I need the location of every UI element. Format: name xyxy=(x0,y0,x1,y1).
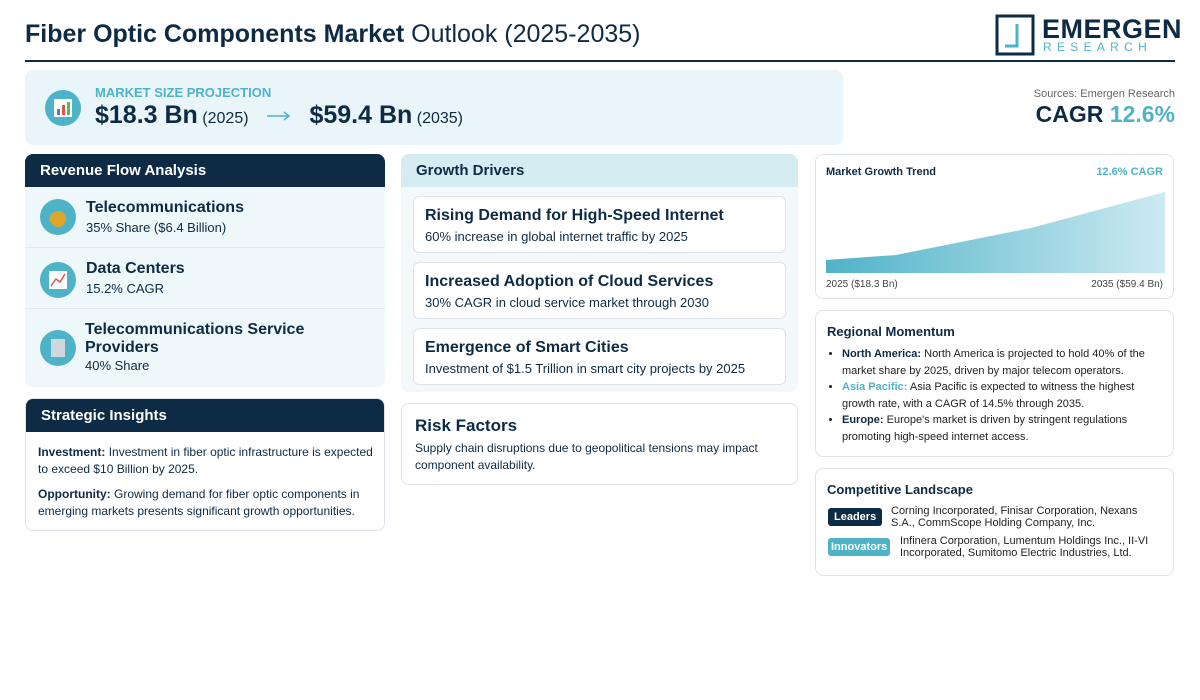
driver-title: Rising Demand for High-Speed Internet xyxy=(425,207,724,224)
insight: Investment: Investment in fiber optic in… xyxy=(38,444,373,478)
trend-start: 2025 ($18.3 Bn) xyxy=(826,279,898,290)
strategic-title: Strategic Insights xyxy=(26,399,384,432)
region-text: North America is projected to hold 40% o… xyxy=(842,348,1145,377)
risk-title: Risk Factors xyxy=(415,416,518,435)
strategic-insights: Strategic Insights Investment: Investmen… xyxy=(25,398,385,531)
revenue-flow: Revenue Flow Analysis Telecommunications… xyxy=(25,154,385,387)
insight-text: Investment in fiber optic infrastructure… xyxy=(38,445,373,476)
risk-text: Supply chain disruptions due to geopolit… xyxy=(415,441,758,472)
icon xyxy=(40,262,76,298)
group-companies: Infinera Corporation, Lumentum Holdings … xyxy=(900,535,1149,559)
regional-momentum: Regional Momentum North America: North A… xyxy=(815,310,1174,457)
growth-trend: Market Growth Trend 12.6% CAGR 2025 ($18… xyxy=(815,154,1174,299)
competitive-landscape: Competitive Landscape Leaders Corning In… xyxy=(815,468,1174,576)
end-value: $59.4 Bn xyxy=(309,101,413,129)
icon xyxy=(40,330,76,366)
projection-values: $18.3 Bn (2025) $59.4 Bn (2035) xyxy=(95,101,463,130)
revenue-flow-title: Revenue Flow Analysis xyxy=(25,154,385,187)
region-text: Europe's market is driven by stringent r… xyxy=(842,414,1128,443)
driver-detail: 60% increase in global internet traffic … xyxy=(425,229,688,244)
group-label: Innovators xyxy=(828,538,891,556)
driver-title: Increased Adoption of Cloud Services xyxy=(425,273,714,290)
regional-title: Regional Momentum xyxy=(827,324,955,339)
title-rest: Outlook (2025-2035) xyxy=(411,20,641,48)
competitive-title: Competitive Landscape xyxy=(827,482,973,497)
region-name: Europe: xyxy=(842,414,884,426)
insight-label: Opportunity: xyxy=(38,487,111,501)
region-item: Asia Pacific: Asia Pacific is expected t… xyxy=(842,379,1156,412)
header-rule xyxy=(25,60,1175,62)
cagr-value: 12.6% xyxy=(1109,101,1175,127)
revenue-item: Data Centers 15.2% CAGR xyxy=(25,248,385,309)
icon xyxy=(40,199,76,235)
revenue-item: Telecommunications Service Providers 40%… xyxy=(25,309,385,387)
projection-box: MARKET SIZE PROJECTION $18.3 Bn (2025) $… xyxy=(25,70,843,145)
projection-icon xyxy=(45,90,81,126)
region-name: North America: xyxy=(842,348,922,360)
driver-title: Emergence of Smart Cities xyxy=(425,339,629,356)
title-bold: Fiber Optic Components Market xyxy=(25,20,405,48)
driver: Emergence of Smart Cities Investment of $… xyxy=(413,328,786,385)
region-item: Europe: Europe's market is driven by str… xyxy=(842,412,1156,445)
logo-sub: RESEARCH xyxy=(1043,40,1153,54)
insight-text: Growing demand for fiber optic component… xyxy=(38,487,360,518)
revenue-detail: 40% Share xyxy=(85,358,150,373)
region-name: Asia Pacific: xyxy=(842,381,908,393)
cagr: CAGR 12.6% xyxy=(1036,101,1175,128)
logo-main: EMERGEN xyxy=(1042,14,1183,44)
driver-detail: Investment of $1.5 Trillion in smart cit… xyxy=(425,361,746,376)
end-year: (2035) xyxy=(416,110,463,127)
revenue-name: Telecommunications xyxy=(86,199,244,216)
insight-label: Investment: xyxy=(38,445,106,459)
start-value: $18.3 Bn xyxy=(95,101,198,129)
trend-area xyxy=(826,192,1165,273)
trend-end: 2035 ($59.4 Bn) xyxy=(1091,279,1163,290)
region-item: North America: North America is projecte… xyxy=(842,346,1156,379)
revenue-item: Telecommunications 35% Share ($6.4 Billi… xyxy=(25,187,385,248)
logo-mark xyxy=(995,14,1035,56)
arrow xyxy=(267,111,291,121)
sources: Sources: Emergen Research xyxy=(1033,88,1175,100)
cagr-label: CAGR xyxy=(1035,101,1104,127)
growth-drivers: Growth Drivers Rising Demand for High-Sp… xyxy=(401,154,798,392)
revenue-detail: 15.2% CAGR xyxy=(86,281,165,296)
title: Fiber Optic Components Market Outlook (2… xyxy=(25,20,640,49)
driver-detail: 30% CAGR in cloud service market through… xyxy=(425,295,709,310)
regional-list: North America: North America is projecte… xyxy=(816,346,1156,445)
trend-cagr: 12.6% CAGR xyxy=(1096,166,1163,178)
start-year: (2025) xyxy=(202,110,249,127)
growth-drivers-title: Growth Drivers xyxy=(401,154,798,187)
revenue-name: Data Centers xyxy=(86,260,185,277)
revenue-detail: 35% Share ($6.4 Billion) xyxy=(86,220,227,235)
projection-label: MARKET SIZE PROJECTION xyxy=(95,85,272,100)
revenue-name: Telecommunications Service Providers xyxy=(85,321,305,356)
trend-title: Market Growth Trend xyxy=(826,166,937,178)
driver: Rising Demand for High-Speed Internet 60%… xyxy=(413,196,786,253)
group-companies: Corning Incorporated, Finisar Corporatio… xyxy=(891,505,1138,529)
region-text: Asia Pacific is expected to witness the … xyxy=(842,381,1135,410)
insight: Opportunity: Growing demand for fiber op… xyxy=(38,486,373,520)
group-label: Leaders xyxy=(828,508,883,526)
driver: Increased Adoption of Cloud Services 30% … xyxy=(413,262,786,319)
risk-factors: Risk Factors Supply chain disruptions du… xyxy=(401,403,798,485)
